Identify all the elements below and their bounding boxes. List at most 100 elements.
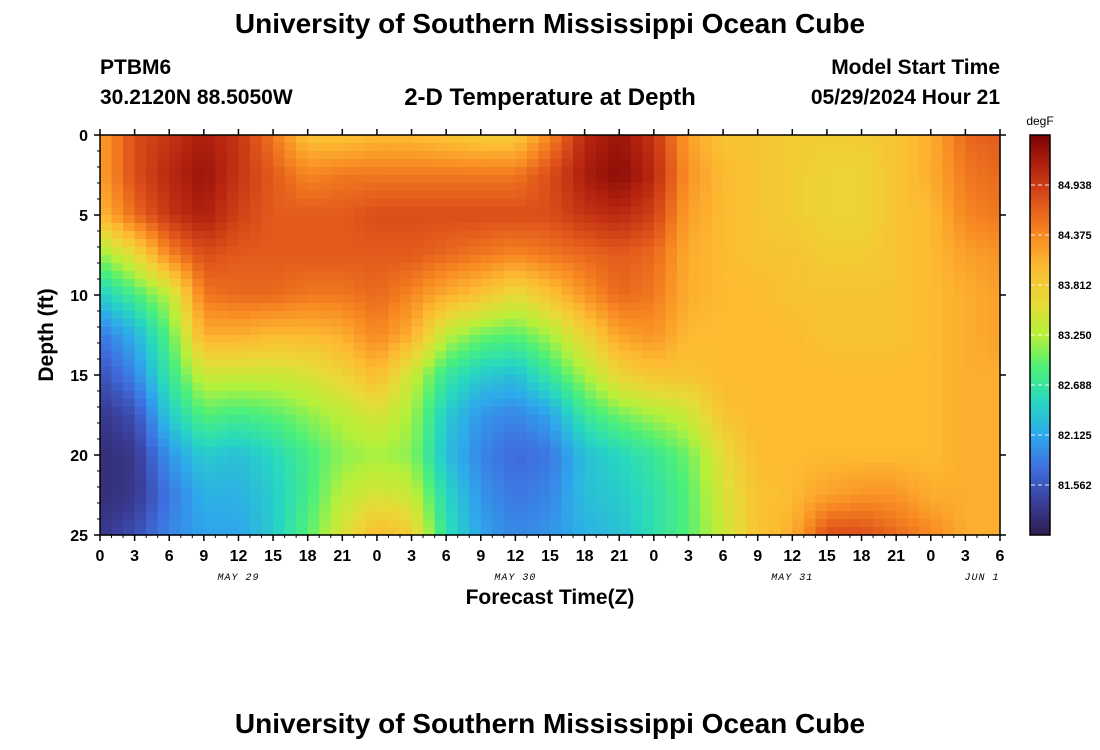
heatmap-cell [284, 207, 297, 216]
heatmap-cell [734, 431, 747, 440]
heatmap-cell [884, 431, 897, 440]
heatmap-cell [411, 319, 424, 328]
heatmap-cell [688, 239, 701, 248]
heatmap-cell [861, 423, 874, 432]
heatmap-cell [238, 447, 251, 456]
heatmap-cell [873, 247, 886, 256]
heatmap-cell [630, 175, 643, 184]
heatmap-cell [561, 463, 574, 472]
heatmap-cell [988, 479, 1001, 488]
heatmap-cell [676, 423, 690, 432]
heatmap-cell [284, 447, 297, 456]
heatmap-cell [319, 271, 332, 280]
x-tick-label: 3 [684, 548, 693, 565]
heatmap-cell [203, 439, 216, 448]
heatmap-cell [469, 351, 482, 360]
heatmap-cell [573, 511, 586, 520]
heatmap-cell [134, 527, 147, 536]
heatmap-cell [792, 447, 805, 456]
x-tick-label: 21 [887, 548, 905, 565]
heatmap-cell [907, 175, 920, 184]
heatmap-cell [642, 223, 655, 232]
heatmap-cell [826, 399, 840, 408]
heatmap-cell [319, 463, 332, 472]
heatmap-cell [250, 255, 263, 264]
heatmap-cell [353, 351, 366, 360]
heatmap-cell [342, 495, 355, 504]
heatmap-cell [919, 135, 932, 144]
heatmap-cell [607, 391, 620, 400]
heatmap-cell [423, 503, 436, 512]
heatmap-cell [376, 247, 390, 256]
heatmap-cell [284, 367, 297, 376]
heatmap-cell [457, 527, 470, 536]
heatmap-cell [238, 151, 251, 160]
heatmap-cell [446, 391, 459, 400]
heatmap-cell [815, 367, 828, 376]
heatmap-cell [700, 271, 713, 280]
heatmap-cell [446, 463, 459, 472]
heatmap-cell [261, 415, 274, 424]
heatmap-cell [169, 495, 182, 504]
heatmap-cell [815, 471, 828, 480]
heatmap-cell [526, 175, 540, 184]
heatmap-cell [907, 495, 920, 504]
heatmap-cell [815, 431, 828, 440]
heatmap-cell [976, 383, 990, 392]
heatmap-cell [873, 151, 886, 160]
heatmap-cell [746, 487, 759, 496]
heatmap-cell [573, 359, 586, 368]
heatmap-cell [734, 479, 747, 488]
heatmap-cell [273, 375, 286, 384]
heatmap-cell [815, 391, 828, 400]
heatmap-cell [538, 391, 551, 400]
heatmap-cell [803, 279, 816, 288]
heatmap-cell [111, 527, 124, 536]
heatmap-cell [803, 311, 816, 320]
heatmap-cell [676, 207, 690, 216]
heatmap-cell [180, 159, 193, 168]
heatmap-cell [930, 247, 943, 256]
heatmap-cell [411, 463, 424, 472]
heatmap-cell [123, 287, 136, 296]
heatmap-cell [700, 391, 713, 400]
heatmap-cell [423, 519, 436, 528]
heatmap-cell [942, 463, 955, 472]
heatmap-cell [780, 431, 793, 440]
heatmap-cell [446, 279, 459, 288]
heatmap-cell [780, 447, 793, 456]
heatmap-cell [226, 175, 240, 184]
heatmap-cell [469, 319, 482, 328]
heatmap-cell [573, 455, 586, 464]
heatmap-cell [769, 255, 782, 264]
heatmap-cell [526, 295, 540, 304]
heatmap-cell [215, 351, 228, 360]
heatmap-cell [319, 479, 332, 488]
heatmap-cell [388, 183, 401, 192]
heatmap-cell [353, 191, 366, 200]
heatmap-cell [723, 383, 736, 392]
heatmap-cell [146, 455, 159, 464]
heatmap-cell [838, 199, 851, 208]
heatmap-cell [307, 191, 320, 200]
heatmap-cell [607, 439, 620, 448]
heatmap-cell [215, 303, 228, 312]
heatmap-cell [919, 327, 932, 336]
heatmap-cell [400, 471, 413, 480]
heatmap-cell [446, 191, 459, 200]
heatmap-cell [953, 359, 966, 368]
heatmap-cell [896, 271, 909, 280]
heatmap-cell [873, 431, 886, 440]
heatmap-cell [319, 471, 332, 480]
heatmap-cell [988, 287, 1001, 296]
heatmap-cell [100, 495, 113, 504]
heatmap-cell [607, 215, 620, 224]
heatmap-cell [480, 271, 493, 280]
heatmap-cell [469, 223, 482, 232]
heatmap-cell [111, 159, 124, 168]
heatmap-cell [676, 263, 690, 272]
heatmap-cell [492, 407, 505, 416]
heatmap-cell [884, 359, 897, 368]
heatmap-cell [573, 295, 586, 304]
heatmap-cell [434, 519, 447, 528]
